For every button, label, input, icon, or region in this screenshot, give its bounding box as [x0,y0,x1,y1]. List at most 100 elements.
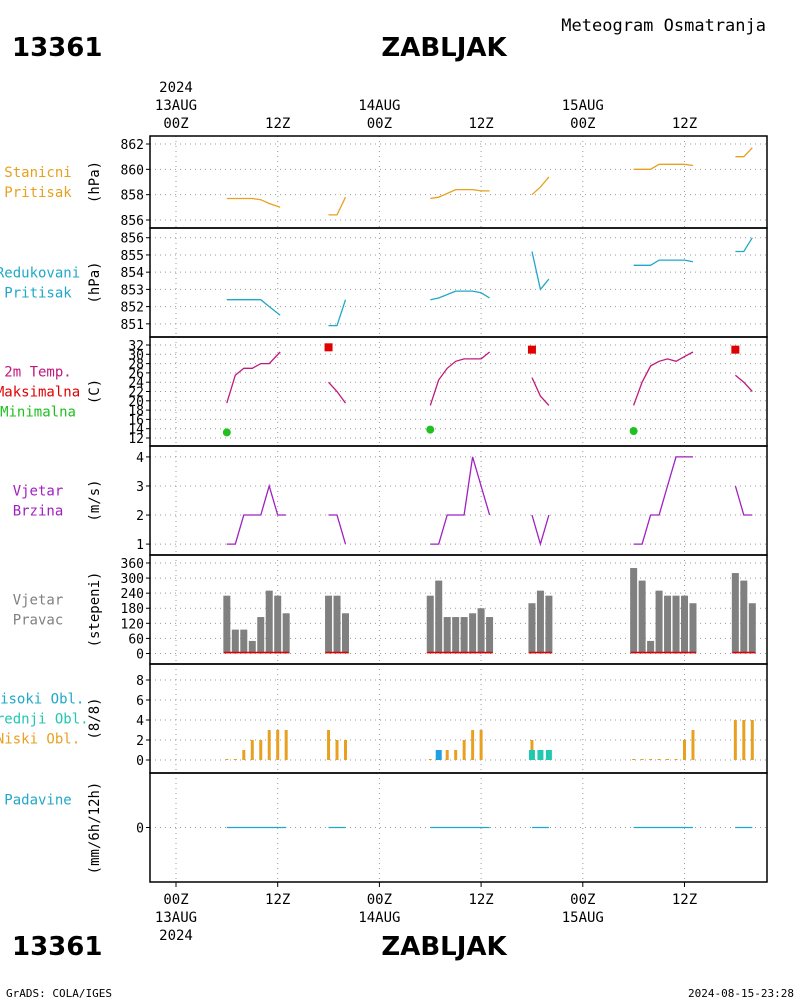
y-tick-label: 2 [136,509,144,524]
series-line [735,237,753,253]
bar [689,603,697,654]
panel-label-line: Pritisak [4,185,72,201]
panel-label-line: Redukovani [0,266,80,282]
cloud-bar [250,740,254,760]
y-tick-label: 856 [121,214,144,229]
panel-label-line: 2m Temp. [4,365,71,381]
bar [333,595,341,654]
y-tick-label: 0 [136,647,144,662]
station-name-top: ZABLJAK [381,33,507,63]
y-tick-label: 12 [128,432,144,447]
y-tick-label: 30 [128,348,144,363]
y-tick-label: 853 [121,283,144,298]
bar [486,617,494,654]
bar [647,640,655,654]
bottom-date-label: 13AUG [155,910,197,926]
cloud-bar [445,750,449,760]
y-tick-label: 2 [136,734,144,749]
bar [731,573,739,654]
y-tick-label: 20 [128,395,144,410]
series-line [430,188,490,200]
y-tick-label: 8 [136,674,144,689]
bar [426,595,434,654]
panel-label-line: Minimalna [0,405,76,421]
top-date-label: 14AUG [358,98,400,114]
bar [435,580,443,654]
series-line [328,299,347,327]
cloud-bar [276,730,280,760]
max-temp-marker [731,345,740,354]
bottom-tick-label: 00Z [570,892,595,908]
top-date-label: 13AUG [155,98,197,114]
max-temp-marker [324,343,333,352]
panel-label-line: Stanicni [4,165,71,181]
bottom-tick-label: 00Z [163,892,188,908]
cloud-bar [528,750,535,760]
bar [248,640,256,654]
cloud-bar [649,759,653,760]
unit-label: (C) [87,379,103,404]
cloud-bar [750,720,754,760]
min-temp-marker [222,428,231,437]
cloud-bar [733,720,737,760]
bar [223,595,231,654]
series-line [735,147,753,158]
y-tick-label: 28 [128,358,144,373]
unit-label: (hPa) [87,161,103,203]
y-tick-label: 854 [121,266,145,281]
panel-frame [149,135,768,229]
top-tick-label: 00Z [570,116,595,132]
bar [638,580,646,654]
bar [460,617,468,654]
top-tick-label: 12Z [468,116,493,132]
cloud-bar [327,730,331,760]
y-tick-label: 855 [121,249,144,264]
cloud-bar [233,759,237,760]
y-tick-label: 26 [128,367,144,382]
series-line [328,196,347,216]
y-tick-label: 860 [121,163,144,178]
series-line [430,456,491,545]
y-tick-label: 852 [121,301,144,316]
product-title: Meteogram Osmatranja [561,16,766,36]
cloud-bar [471,730,475,760]
top-tick-label: 12Z [265,116,290,132]
bar [477,608,485,654]
unit-label: (stepeni) [87,572,103,648]
cloud-bar [267,730,271,760]
series-line [531,251,550,291]
y-tick-label: 862 [121,138,144,153]
panel-7: 0 (mm/6h/12h) Padavine [4,772,768,883]
series-line [531,514,550,547]
panels: 856858860862(hPa)StanicniPritisak8518528… [0,135,768,883]
max-temp-marker [527,345,536,354]
series-line [226,197,281,208]
top-tick-label: 12Z [672,116,697,132]
panel-4: 1 2 3 4 (m/s) Vjetar Brzina [13,445,768,556]
series-line [734,374,753,392]
bar [536,590,544,654]
panel-label-line: Vjetar [13,484,64,500]
series-line [734,485,753,516]
top-tick-label: 00Z [163,116,188,132]
y-tick-label: 856 [121,232,144,247]
bottom-time-axis: 13AUG 14AUG 15AUG 00Z 12Z 00Z 12Z 00Z 12Z [155,882,697,926]
y-tick-label: 240 [121,587,144,602]
cloud-bar [674,759,678,760]
station-name-bottom: ZABLJAK [381,932,507,962]
bar [443,617,451,654]
cloud-bar [640,759,644,760]
bar [240,629,248,654]
panel-frame [149,336,768,447]
panel-6: 0 2 4 6 8 (8/8)Visoki Obl. Srednji Obl. Niski O… [0,663,768,774]
y-tick-label: 0 [136,754,144,769]
y-tick-label: 1 [136,538,144,553]
series-line [633,259,694,266]
panel-label-line: Brzina [13,504,64,520]
bottom-tick-label: 00Z [367,892,392,908]
y-tick-label: 6 [136,694,144,709]
panel-label-line: Visoki Obl. [0,692,84,708]
top-year-label: 2024 [159,80,193,96]
